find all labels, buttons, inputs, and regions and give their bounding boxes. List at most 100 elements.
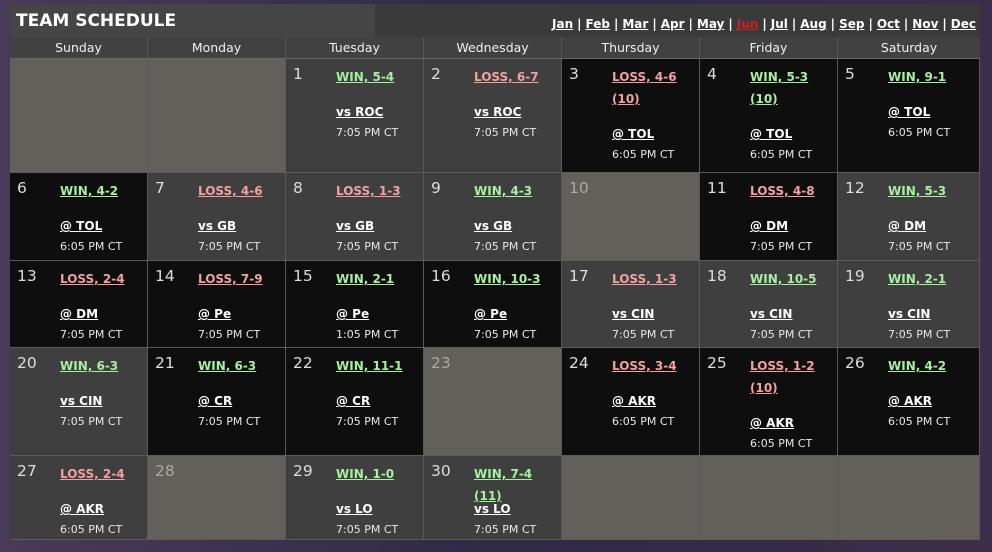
calendar-day-29: 29 WIN, 1-0 vs LO 7:05 PM CT (286, 456, 424, 540)
calendar-day-6: 6 WIN, 4-2 @ TOL 6:05 PM CT (10, 173, 148, 261)
month-separator: | (613, 17, 619, 31)
weekday-header-monday: Monday (148, 37, 286, 59)
month-link-jun[interactable]: Jun (736, 17, 759, 31)
calendar-day-11: 11 LOSS, 4-8 @ DM 7:05 PM CT (700, 173, 838, 261)
game-time: 6:05 PM CT (888, 415, 951, 428)
month-link-dec[interactable]: Dec (950, 17, 976, 31)
calendar-day-18: 18 WIN, 10-5 vs CIN 7:05 PM CT (700, 261, 838, 348)
opponent-link[interactable]: @ AKR (750, 416, 795, 430)
opponent-link[interactable]: @ AKR (888, 394, 933, 408)
game-time: 7:05 PM CT (888, 240, 951, 253)
opponent-link[interactable]: vs GB (336, 219, 375, 233)
opponent-link[interactable]: @ TOL (750, 127, 793, 141)
game-result-link[interactable]: WIN, 4-3 (474, 184, 533, 198)
game-result-link[interactable]: LOSS, 4-8 (750, 184, 815, 198)
month-link-feb[interactable]: Feb (585, 17, 610, 31)
calendar-day-13: 13 LOSS, 2-4 @ DM 7:05 PM CT (10, 261, 148, 348)
weekday-header-friday: Friday (700, 37, 838, 59)
game-result-link[interactable]: WIN, 7-4 (11) (474, 467, 533, 503)
game-result-link[interactable]: LOSS, 4-6 (198, 184, 263, 198)
opponent-link[interactable]: vs LO (336, 502, 373, 516)
game-result-link[interactable]: LOSS, 1-2 (10) (750, 359, 815, 395)
game-result-link[interactable]: LOSS, 2-4 (60, 272, 125, 286)
opponent-link[interactable]: @ TOL (60, 219, 103, 233)
opponent-link[interactable]: vs LO (474, 502, 511, 516)
day-number: 23 (431, 354, 451, 372)
game-time: 7:05 PM CT (60, 328, 123, 341)
opponent-link[interactable]: vs CIN (60, 394, 103, 408)
game-result-link[interactable]: WIN, 5-3 (10) (750, 70, 809, 106)
game-result-link[interactable]: WIN, 1-0 (336, 467, 395, 481)
opponent-link[interactable]: vs ROC (474, 105, 522, 119)
game-result-link[interactable]: WIN, 6-3 (60, 359, 119, 373)
game-result-link[interactable]: WIN, 5-3 (888, 184, 947, 198)
opponent-link[interactable]: @ Pe (336, 307, 370, 321)
month-link-apr[interactable]: Apr (660, 17, 685, 31)
opponent-link[interactable]: vs CIN (612, 307, 655, 321)
day-number: 9 (431, 179, 441, 197)
game-time: 7:05 PM CT (198, 328, 261, 341)
month-nav: Jan | Feb | Mar | Apr | May | Jun | Jul | Aug | Sep | Oct |… (552, 17, 976, 31)
title-background (10, 4, 375, 37)
opponent-link[interactable]: @ CR (198, 394, 233, 408)
month-link-sep[interactable]: Sep (839, 17, 865, 31)
game-time: 7:05 PM CT (888, 328, 951, 341)
month-link-may[interactable]: May (696, 17, 725, 31)
game-result-link[interactable]: WIN, 10-5 (750, 272, 817, 286)
opponent-link[interactable]: @ DM (750, 219, 789, 233)
opponent-link[interactable]: @ AKR (60, 502, 105, 516)
day-number: 30 (431, 462, 451, 480)
game-time: 7:05 PM CT (198, 240, 261, 253)
game-time: 6:05 PM CT (612, 415, 675, 428)
opponent-link[interactable]: vs GB (474, 219, 513, 233)
opponent-link[interactable]: @ Pe (198, 307, 232, 321)
day-number: 11 (707, 179, 727, 197)
day-number: 25 (707, 354, 727, 372)
opponent-link[interactable]: @ TOL (612, 127, 655, 141)
opponent-link[interactable]: @ Pe (474, 307, 508, 321)
game-result-link[interactable]: WIN, 11-1 (336, 359, 403, 373)
game-result-link[interactable]: WIN, 4-2 (888, 359, 947, 373)
calendar-day-9: 9 WIN, 4-3 vs GB 7:05 PM CT (424, 173, 562, 261)
opponent-link[interactable]: @ TOL (888, 105, 931, 119)
game-result-link[interactable]: LOSS, 4-6 (10) (612, 70, 677, 106)
game-result-link[interactable]: LOSS, 6-7 (474, 70, 539, 84)
opponent-link[interactable]: vs GB (198, 219, 237, 233)
opponent-link[interactable]: @ CR (336, 394, 371, 408)
game-result-link[interactable]: LOSS, 1-3 (336, 184, 401, 198)
day-number: 15 (293, 267, 313, 285)
day-number: 22 (293, 354, 313, 372)
opponent-link[interactable]: @ AKR (612, 394, 657, 408)
game-time: 7:05 PM CT (474, 126, 537, 139)
month-link-jan[interactable]: Jan (552, 17, 574, 31)
month-link-aug[interactable]: Aug (800, 17, 827, 31)
weekday-header-wednesday: Wednesday (424, 37, 562, 59)
month-link-oct[interactable]: Oct (876, 17, 900, 31)
day-number: 10 (569, 179, 589, 197)
game-result-link[interactable]: WIN, 2-1 (336, 272, 395, 286)
game-result-link[interactable]: WIN, 5-4 (336, 70, 395, 84)
month-link-jul[interactable]: Jul (770, 17, 788, 31)
opponent-link[interactable]: @ DM (60, 307, 99, 321)
month-link-mar[interactable]: Mar (622, 17, 649, 31)
game-result-link[interactable]: WIN, 10-3 (474, 272, 541, 286)
game-result-link[interactable]: WIN, 9-1 (888, 70, 947, 84)
game-result-link[interactable]: WIN, 2-1 (888, 272, 947, 286)
game-result-link[interactable]: LOSS, 7-9 (198, 272, 263, 286)
opponent-link[interactable]: @ DM (888, 219, 927, 233)
day-number: 29 (293, 462, 313, 480)
game-result-link[interactable]: LOSS, 2-4 (60, 467, 125, 481)
calendar-day-21: 21 WIN, 6-3 @ CR 7:05 PM CT (148, 348, 286, 456)
opponent-link[interactable]: vs CIN (750, 307, 793, 321)
game-result-link[interactable]: WIN, 4-2 (60, 184, 119, 198)
day-number: 5 (845, 65, 855, 83)
game-result-link[interactable]: LOSS, 1-3 (612, 272, 677, 286)
game-time: 6:05 PM CT (60, 240, 123, 253)
game-result-link[interactable]: WIN, 6-3 (198, 359, 257, 373)
opponent-link[interactable]: vs CIN (888, 307, 931, 321)
month-separator: | (652, 17, 657, 31)
opponent-link[interactable]: vs ROC (336, 105, 384, 119)
game-result-link[interactable]: LOSS, 3-4 (612, 359, 677, 373)
game-time: 6:05 PM CT (612, 148, 675, 161)
month-link-nov[interactable]: Nov (912, 17, 939, 31)
